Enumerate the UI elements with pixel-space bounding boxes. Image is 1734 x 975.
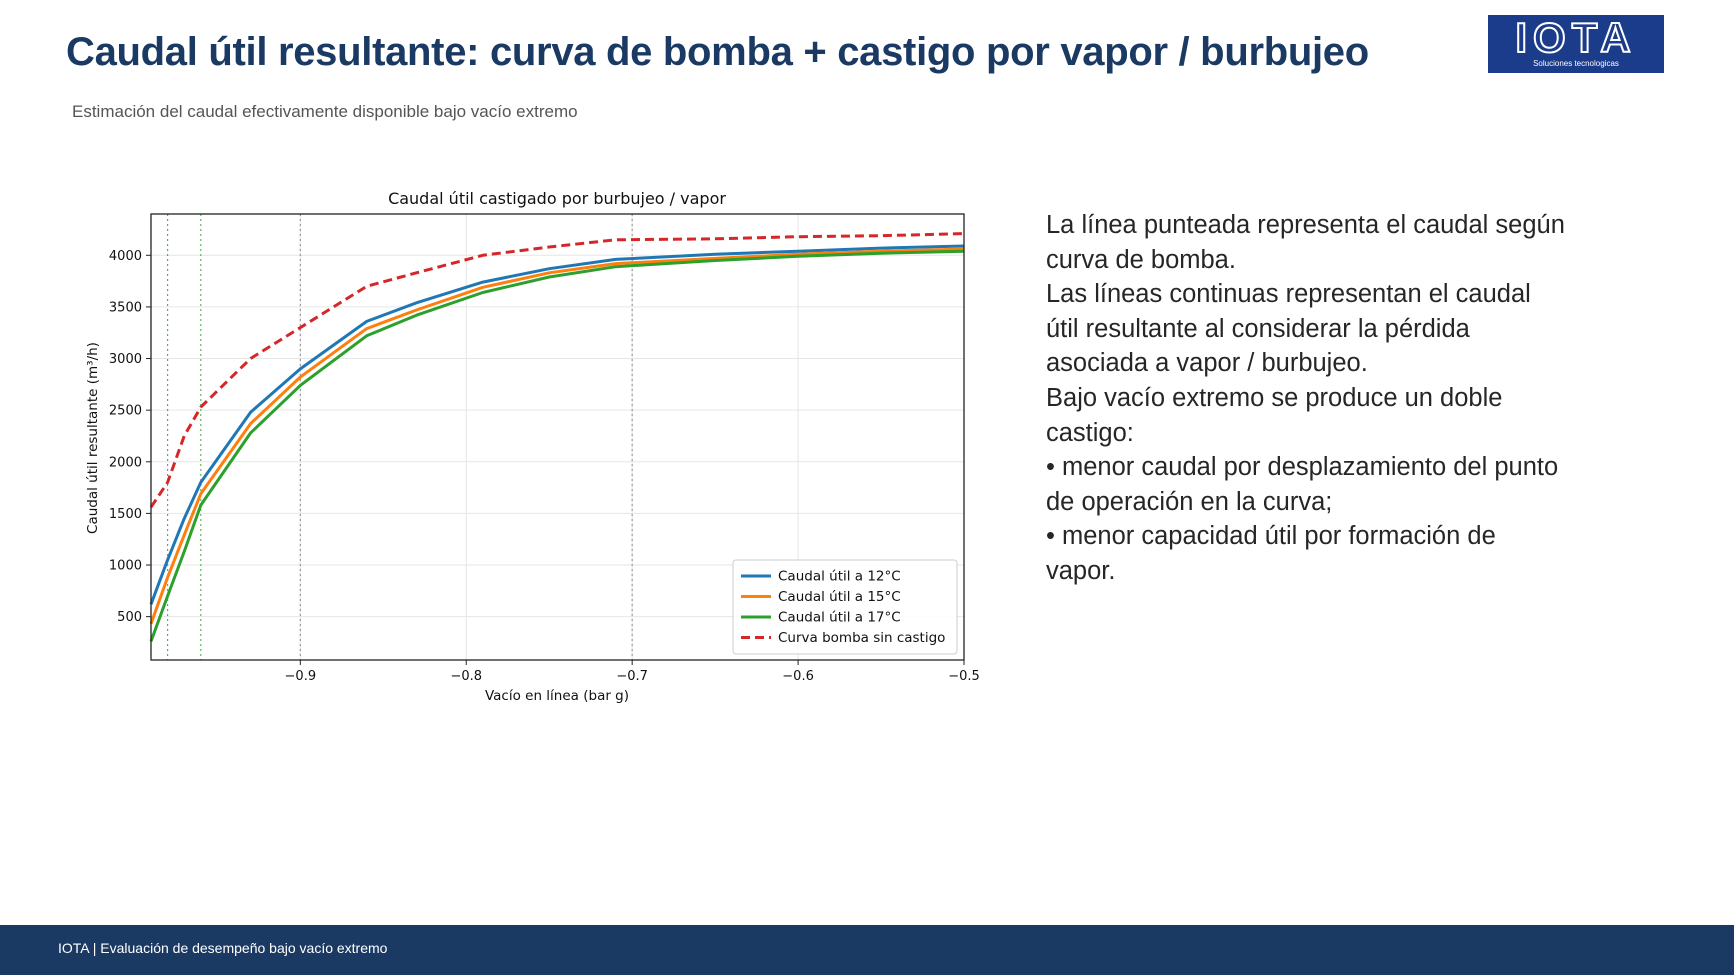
y-tick-label: 1000 [109, 559, 142, 574]
footer-bar: IOTA | Evaluación de desempeño bajo vací… [0, 925, 1734, 975]
y-tick-label: 2500 [109, 404, 142, 419]
iota-logo: IOTA Soluciones tecnologicas [1488, 15, 1664, 73]
description-line-2: Las líneas continuas representan el caud… [1046, 280, 1531, 378]
x-axis-label: Vacío en línea (bar g) [485, 688, 629, 704]
series-line-3 [149, 249, 965, 642]
chart-title: Caudal útil castigado por burbujeo / vap… [388, 189, 726, 208]
legend-label: Caudal útil a 17°C [778, 610, 901, 626]
y-tick-label: 3500 [109, 300, 142, 315]
series-line-4 [149, 232, 965, 509]
slide-title: Caudal útil resultante: curva de bomba +… [66, 30, 1369, 74]
description-bullet-1: • menor caudal por desplazamiento del pu… [1046, 453, 1559, 516]
x-tick-label: −0.7 [616, 669, 648, 684]
line-chart: −0.9 −0.8 −0.7 −0.6 −0.5 500 1000 1500 2000 2500 3… [78, 182, 993, 712]
x-tick-label: −0.9 [285, 669, 317, 684]
series-line-2 [149, 247, 965, 625]
chart-legend: Caudal útil a 12°C Caudal útil a 15°C Caud… [732, 559, 958, 655]
y-tick-label: 4000 [109, 249, 142, 264]
description-line-3: Bajo vacío extremo se produce un doble c… [1046, 383, 1503, 447]
legend-label: Curva bomba sin castigo [778, 630, 945, 646]
chart-ticks: −0.9 −0.8 −0.7 −0.6 −0.5 500 1000 1500 2000 2500 3… [109, 249, 980, 684]
x-tick-label: −0.5 [948, 669, 980, 684]
legend-label: Caudal útil a 12°C [778, 569, 901, 585]
y-tick-label: 500 [117, 610, 142, 625]
y-tick-label: 3000 [109, 352, 142, 367]
legend-label: Caudal útil a 15°C [778, 589, 901, 605]
chart-series [149, 232, 965, 642]
y-tick-label: 1500 [109, 507, 142, 522]
x-tick-label: −0.6 [782, 669, 814, 684]
x-tick-label: −0.8 [450, 669, 482, 684]
description-bullet-2: • menor capacidad útil por formación de … [1046, 522, 1496, 585]
chart-reference-lines [166, 214, 633, 660]
slide-subtitle: Estimación del caudal efectivamente disp… [72, 102, 578, 121]
description-panel: La línea punteada representa el caudal s… [1046, 208, 1566, 589]
legend-box [732, 559, 958, 655]
description-line-1: La línea punteada representa el caudal s… [1046, 211, 1565, 274]
plot-frame [150, 213, 965, 661]
y-axis-label: Caudal útil resultante (m³/h) [85, 342, 101, 534]
chart-container: −0.9 −0.8 −0.7 −0.6 −0.5 500 1000 1500 2000 2500 3… [78, 182, 993, 712]
logo-tagline: Soluciones tecnologicas [1533, 59, 1619, 68]
series-line-1 [149, 244, 965, 605]
footer-text: IOTA | Evaluación de desempeño bajo vací… [58, 940, 388, 956]
logo-wordmark: IOTA [1514, 14, 1637, 61]
y-tick-label: 2000 [109, 455, 142, 470]
